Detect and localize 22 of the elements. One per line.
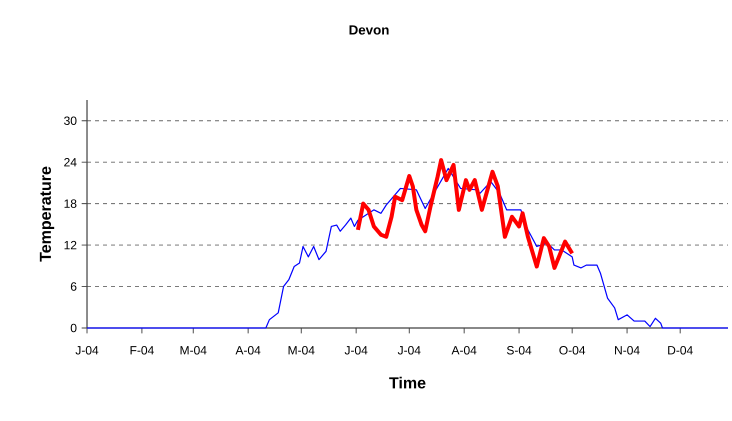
x-tick-label: O-04 xyxy=(559,346,586,355)
y-tick-label: 12 xyxy=(64,240,76,250)
x-tick-label: S-04 xyxy=(506,346,532,355)
y-tick-label: 18 xyxy=(64,199,76,208)
x-tick-label: M-04 xyxy=(180,346,207,355)
y-tick-label: 0 xyxy=(70,324,76,332)
x-tick-label: D-04 xyxy=(668,346,693,355)
x-tick-label: J-04 xyxy=(76,346,98,355)
x-tick-label: J-04 xyxy=(398,346,421,355)
chart-title: Devon xyxy=(350,25,389,35)
x-tick-label: A-04 xyxy=(452,346,476,355)
x-tick-label: A-04 xyxy=(235,346,260,355)
x-tick-label: M-04 xyxy=(288,346,315,355)
x-tick-label: N-04 xyxy=(615,346,640,355)
x-tick-label: J-04 xyxy=(344,346,368,355)
y-tick-label: 6 xyxy=(70,282,76,291)
line-series xyxy=(356,158,574,270)
x-tick-label: F-04 xyxy=(130,346,154,355)
x-axis-title: Time xyxy=(389,376,426,389)
y-tick-label: 30 xyxy=(64,116,76,125)
y-tick-label: 24 xyxy=(64,158,77,166)
y-axis-title: Temperature xyxy=(40,166,54,262)
